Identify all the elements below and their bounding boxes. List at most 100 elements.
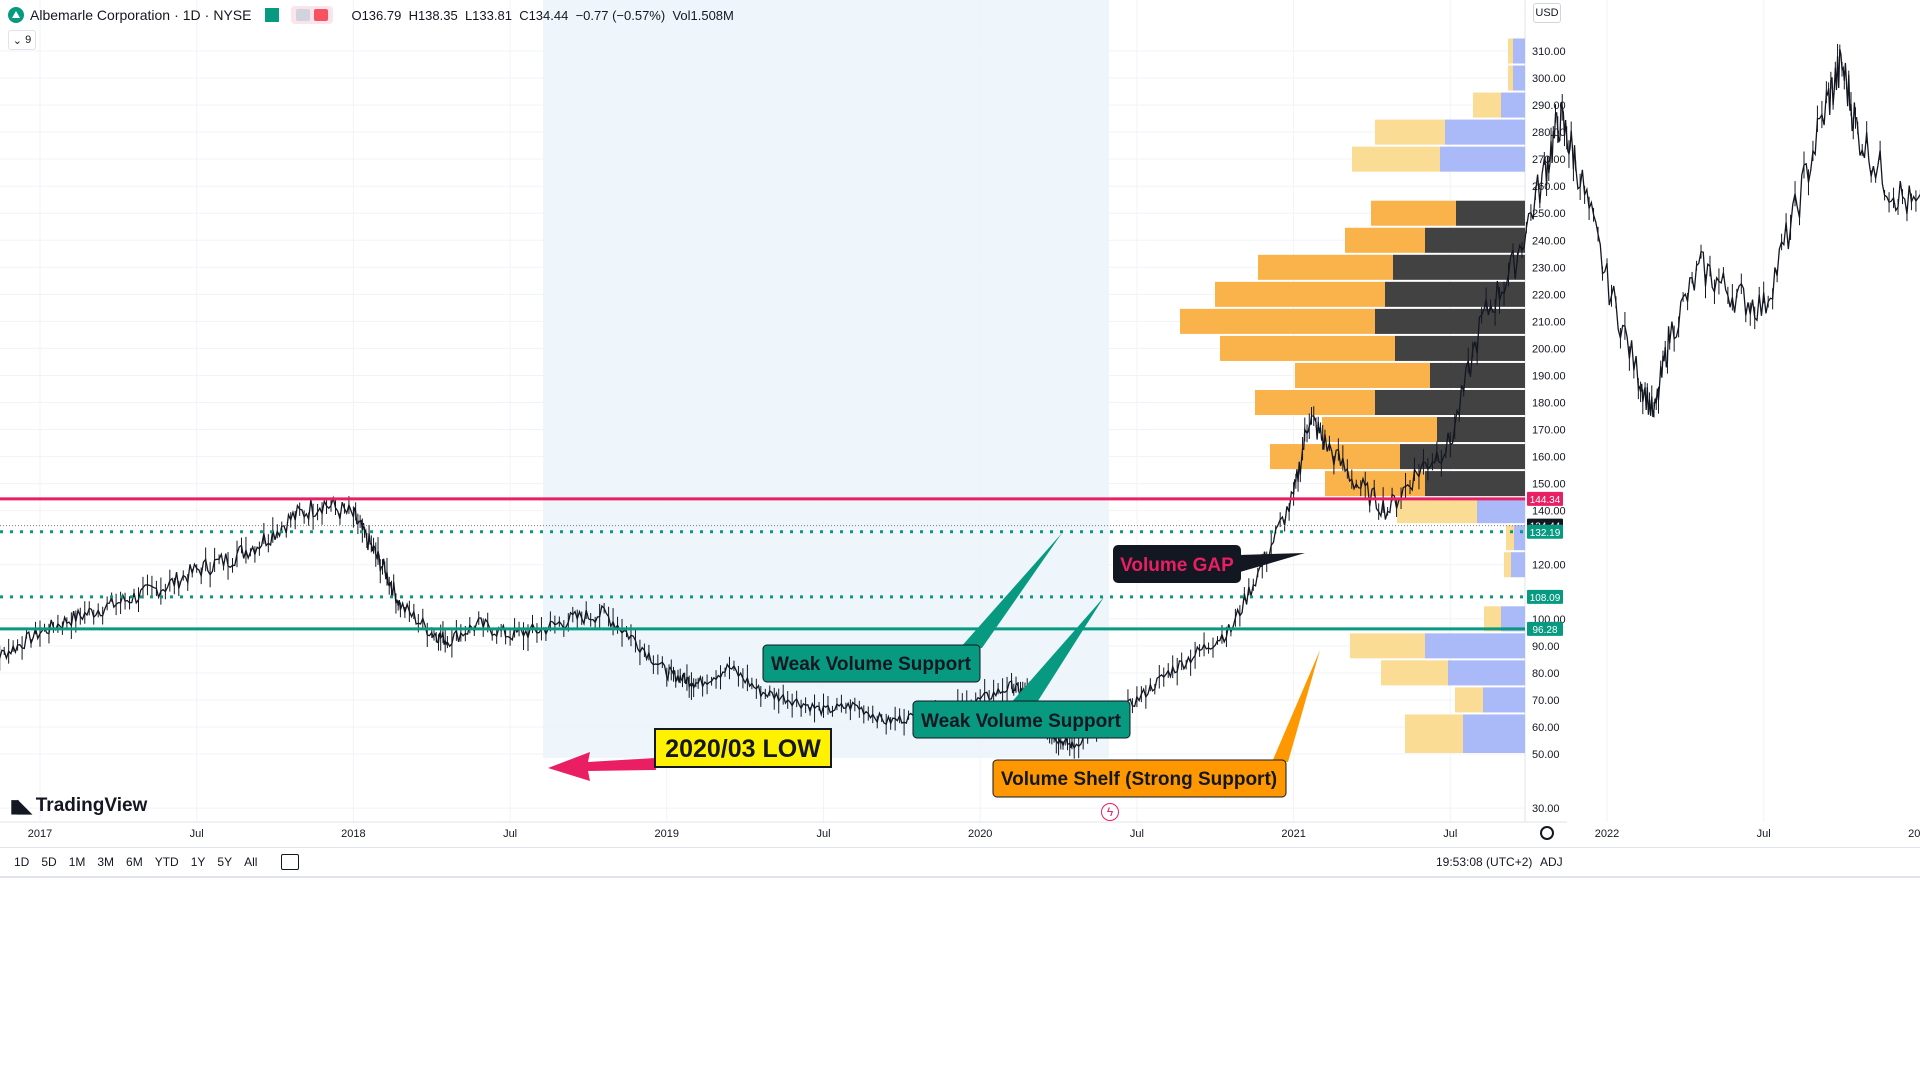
shelf-label-box[interactable] [992, 759, 1287, 798]
price-tag-weak-support-2 [1527, 589, 1563, 604]
y-tick-label: 60.00 [1532, 722, 1560, 734]
volume-profile-sell-bar [1440, 146, 1525, 172]
symbol-name[interactable]: Albemarle Corporation [30, 7, 171, 23]
compare-toggle[interactable] [291, 6, 334, 24]
weak-support-pointer-2 [1010, 597, 1104, 704]
indicators-toggle-button[interactable]: ⌄ 9 [8, 30, 36, 50]
y-tick-label: 300.00 [1532, 73, 1566, 85]
volume-profile-buy-bar [1455, 687, 1483, 713]
y-tick-label: 230.00 [1532, 262, 1566, 274]
y-tick-label: 190.00 [1532, 370, 1566, 382]
timeframe-ytd[interactable]: YTD [154, 855, 179, 869]
volume-profile-sell-bar [1400, 444, 1525, 470]
volume-profile-buy-bar [1350, 633, 1425, 659]
volume-profile-sell-bar [1514, 525, 1525, 551]
timeframe-1m[interactable]: 1M [68, 855, 86, 869]
volume-profile-buy-bar [1375, 119, 1445, 145]
y-tick-label: 170.00 [1532, 425, 1566, 437]
volume-profile-sell-bar [1425, 471, 1525, 497]
low-value: L133.81 [464, 7, 512, 23]
volume-profile-sell-bar [1425, 227, 1525, 253]
volume-profile-buy-bar [1397, 498, 1477, 524]
timeframe-buttons: 1D 5D 1M 3M 6M YTD 1Y 5Y All [8, 855, 263, 869]
low-label-box[interactable] [654, 728, 832, 768]
bottom-divider [0, 876, 1920, 878]
volume-profile-buy-bar [1295, 362, 1430, 388]
x-tick-label: Jul [190, 828, 204, 840]
volume-profile-sell-bar [1463, 714, 1525, 753]
gap-label-box[interactable] [1113, 545, 1241, 583]
y-tick-label: 290.00 [1532, 100, 1566, 112]
y-tick-label: 180.00 [1532, 398, 1566, 410]
volume-profile-buy-bar [1506, 525, 1514, 551]
gap-label-text: Volume GAP [1120, 555, 1234, 576]
timeframe-5y[interactable]: 5Y [217, 855, 233, 869]
clock-readout[interactable]: 19:53:08 (UTC+2) [1436, 855, 1533, 869]
volume-profile-buy-bar [1473, 92, 1501, 118]
highlight-region [543, 0, 1109, 758]
timeframe-3m[interactable]: 3M [97, 855, 115, 869]
x-tick-label: 2017 [28, 828, 52, 840]
x-tick-label: 2018 [341, 828, 365, 840]
y-tick-label: 250.00 [1532, 208, 1566, 220]
timeframe-5d[interactable]: 5D [41, 855, 57, 869]
x-tick-label: Jul [1443, 828, 1457, 840]
flash-events-icon[interactable]: ϟ [1101, 803, 1119, 821]
y-tick-label: 140.00 [1532, 506, 1566, 518]
price-tag-text: 132.19 [1530, 528, 1561, 539]
high-value: H138.35 [408, 7, 458, 23]
volume-profile-sell-bar [1501, 606, 1525, 632]
volume-profile-buy-bar [1322, 417, 1437, 443]
weak-support-text-2: Weak Volume Support [921, 711, 1122, 732]
y-tick-label: 240.00 [1532, 235, 1566, 247]
price-tag-text: 108.09 [1530, 593, 1561, 604]
tradingview-logo[interactable]: ▮◣ TradingView [10, 795, 147, 817]
x-tick-label: 2021 [1281, 828, 1305, 840]
volume-profile-sell-bar [1395, 335, 1525, 361]
y-tick-label: 30.00 [1532, 803, 1560, 815]
volume-profile-sell-bar [1393, 254, 1525, 280]
market-open-icon [265, 8, 280, 22]
weak-support-text-1: Weak Volume Support [771, 654, 972, 675]
x-tick-label: Jul [1757, 828, 1771, 840]
weak-support-box-2[interactable] [912, 700, 1131, 739]
timeframe-1y[interactable]: 1Y [190, 855, 206, 869]
timeframe-6m[interactable]: 6M [126, 855, 143, 869]
volume-profile-sell-bar [1430, 362, 1525, 388]
y-tick-label: 210.00 [1532, 316, 1566, 328]
volume-value: Vol1.508M [672, 7, 734, 23]
settings-gear-icon[interactable] [1540, 826, 1554, 840]
y-tick-label: 50.00 [1532, 749, 1560, 761]
volume-profile-buy-bar [1215, 281, 1385, 307]
y-tick-label: 200.00 [1532, 343, 1566, 355]
currency-button[interactable]: USD [1533, 3, 1561, 23]
adjust-toggle[interactable]: ADJ [1540, 855, 1563, 869]
y-tick-label: 70.00 [1532, 695, 1560, 707]
calendar-icon[interactable] [281, 854, 300, 870]
price-tag-resistance [1527, 491, 1563, 506]
timeframe-all[interactable]: All [244, 855, 258, 869]
volume-profile-sell-bar [1375, 389, 1525, 416]
shelf-pointer [1272, 650, 1320, 762]
bottom-toolbar: 1D 5D 1M 3M 6M YTD 1Y 5Y All 19:53:08 (UTC+2) AD… [0, 847, 1920, 876]
volume-profile-buy-bar [1180, 308, 1375, 334]
volume-profile-buy-bar [1352, 146, 1440, 172]
indicator-count: 9 [25, 34, 32, 46]
separator: · [174, 7, 179, 23]
y-tick-label: 120.00 [1532, 560, 1566, 572]
weak-support-box-1[interactable] [762, 644, 981, 683]
low-arrow [548, 752, 656, 781]
interval-label[interactable]: 1D [182, 7, 201, 23]
x-tick-label: 2022 [1595, 828, 1619, 840]
volume-profile-sell-bar [1513, 38, 1525, 64]
low-label-text: 2020/03 LOW [665, 735, 821, 763]
x-tick-label: Jul [503, 828, 517, 840]
timeframe-1d[interactable]: 1D [14, 855, 30, 869]
y-tick-label: 310.00 [1532, 46, 1566, 58]
symbol-header: Albemarle Corporation · 1D · NYSE O136.7… [0, 0, 734, 30]
y-tick-label: 160.00 [1532, 452, 1566, 464]
y-tick-label: 150.00 [1532, 479, 1566, 491]
shelf-label-text: Volume Shelf (Strong Support) [1001, 769, 1277, 790]
volume-profile-sell-bar [1513, 65, 1525, 91]
